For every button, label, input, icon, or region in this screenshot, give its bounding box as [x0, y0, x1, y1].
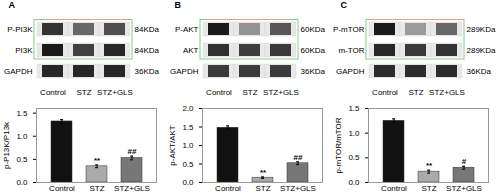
- svg-text:Control: Control: [40, 88, 66, 97]
- svg-text:#: #: [462, 157, 467, 166]
- svg-text:PI3K: PI3K: [15, 46, 33, 55]
- svg-text:GAPDH: GAPDH: [336, 67, 365, 76]
- svg-text:0.0: 0.0: [16, 178, 28, 187]
- svg-text:STZ: STZ: [76, 88, 91, 97]
- svg-text:STZ+GLS: STZ+GLS: [114, 184, 150, 193]
- svg-text:STZ: STZ: [255, 184, 270, 193]
- svg-text:1.0: 1.0: [16, 132, 28, 141]
- svg-text:STZ+GLS: STZ+GLS: [429, 88, 465, 97]
- svg-text:**: **: [426, 161, 433, 170]
- svg-text:GAPDH: GAPDH: [4, 67, 33, 76]
- svg-text:A: A: [9, 0, 16, 10]
- svg-text:36KDa: 36KDa: [135, 67, 160, 76]
- svg-text:0.0: 0.0: [348, 178, 360, 187]
- svg-text:P-mTOR: P-mTOR: [333, 25, 365, 34]
- svg-text:60KDa: 60KDa: [301, 46, 326, 55]
- svg-text:STZ: STZ: [242, 88, 257, 97]
- svg-text:P-AKT: P-AKT: [175, 25, 199, 34]
- svg-text:1.0: 1.0: [348, 129, 360, 138]
- svg-text:p-AKT/AKT: p-AKT/AKT: [168, 125, 177, 166]
- svg-text:STZ+GLS: STZ+GLS: [446, 184, 482, 193]
- svg-text:AKT: AKT: [183, 46, 199, 55]
- svg-text:##: ##: [128, 147, 137, 156]
- svg-text:84KDa: 84KDa: [135, 25, 160, 34]
- svg-text:P-PI3K: P-PI3K: [7, 25, 33, 34]
- svg-text:m-TOR: m-TOR: [338, 46, 364, 55]
- svg-text:STZ+GLS: STZ+GLS: [263, 88, 299, 97]
- svg-text:0.5: 0.5: [16, 155, 28, 164]
- svg-text:**: **: [260, 168, 267, 177]
- svg-text:##: ##: [294, 153, 303, 162]
- svg-text:B: B: [175, 0, 182, 10]
- svg-text:1.5: 1.5: [16, 109, 28, 118]
- svg-text:60KDa: 60KDa: [301, 25, 326, 34]
- svg-text:0.0: 0.0: [182, 178, 194, 187]
- svg-text:36KDa: 36KDa: [467, 67, 492, 76]
- svg-text:36KDa: 36KDa: [301, 67, 326, 76]
- svg-text:GAPDH: GAPDH: [170, 67, 199, 76]
- svg-text:Control: Control: [206, 88, 232, 97]
- svg-text:STZ+GLS: STZ+GLS: [280, 184, 316, 193]
- svg-text:STZ+GLS: STZ+GLS: [97, 88, 133, 97]
- svg-text:Control: Control: [381, 184, 407, 193]
- svg-text:289KDa: 289KDa: [467, 25, 496, 34]
- svg-text:0.5: 0.5: [348, 153, 360, 162]
- svg-text:1.5: 1.5: [348, 104, 360, 113]
- svg-text:0.5: 0.5: [182, 160, 194, 169]
- svg-text:C: C: [341, 0, 348, 10]
- svg-text:Control: Control: [215, 184, 241, 193]
- svg-text:STZ: STZ: [408, 88, 423, 97]
- svg-text:84KDa: 84KDa: [135, 46, 160, 55]
- svg-text:Control: Control: [372, 88, 398, 97]
- svg-text:p-mTOR/mTOR: p-mTOR/mTOR: [334, 117, 343, 173]
- svg-text:p-P13K/P13k: p-P13K/P13k: [2, 121, 11, 169]
- svg-text:Control: Control: [49, 184, 75, 193]
- svg-text:1.0: 1.0: [182, 141, 194, 150]
- svg-text:1.5: 1.5: [182, 123, 194, 132]
- svg-text:2.0: 2.0: [182, 104, 194, 113]
- svg-text:STZ: STZ: [421, 184, 436, 193]
- svg-text:STZ: STZ: [89, 184, 104, 193]
- svg-text:**: **: [94, 156, 101, 165]
- svg-text:289KDa: 289KDa: [467, 46, 496, 55]
